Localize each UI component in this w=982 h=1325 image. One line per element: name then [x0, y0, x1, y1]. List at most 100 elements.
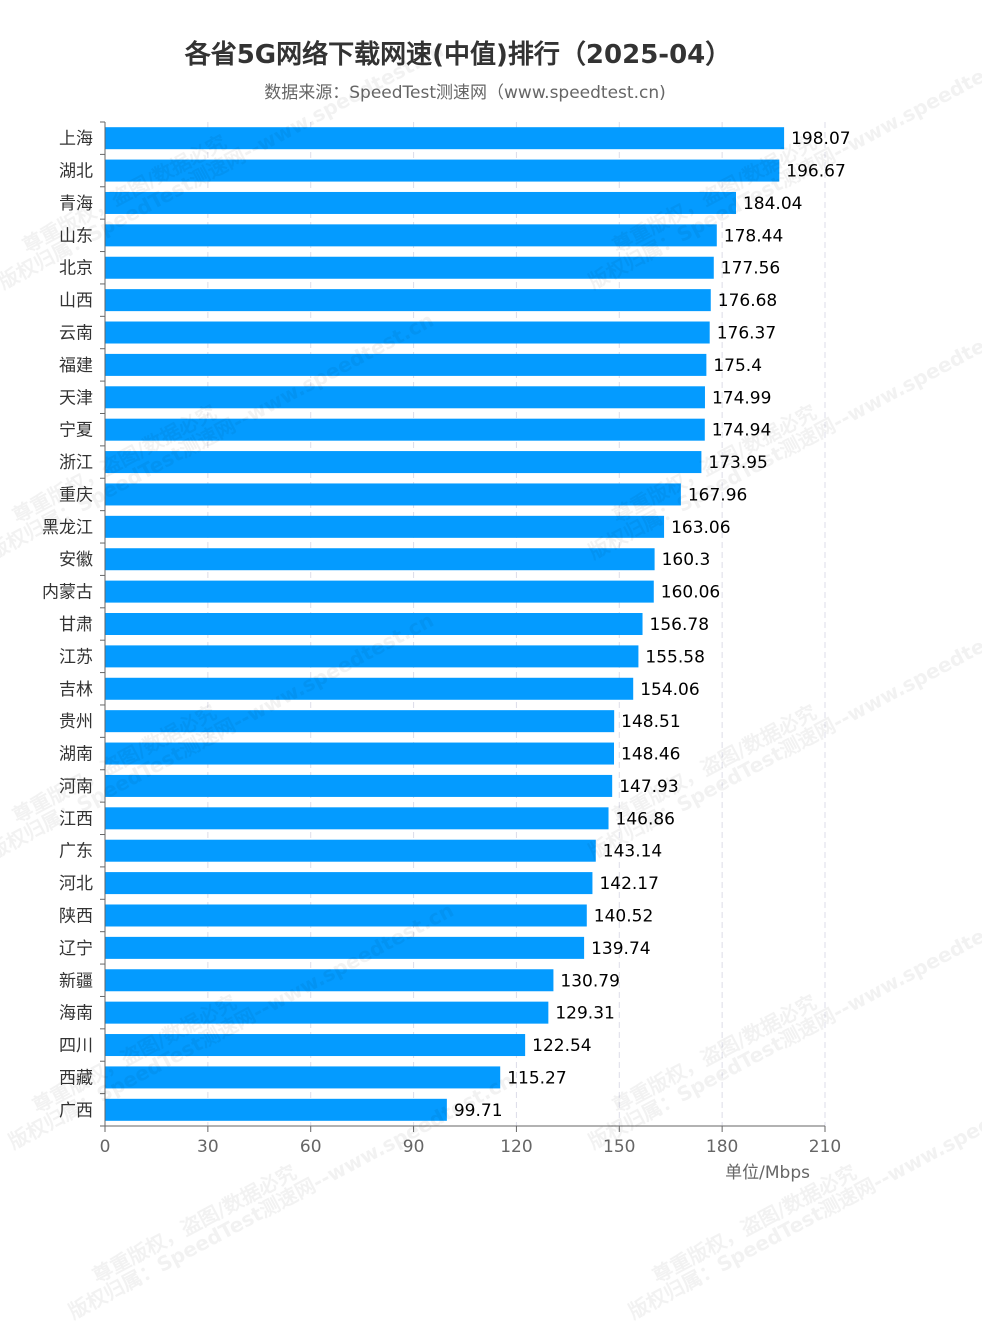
category-label: 浙江 [59, 453, 93, 473]
bar [105, 1001, 549, 1024]
category-label: 海南 [59, 1004, 93, 1024]
x-tick-label: 30 [197, 1137, 219, 1157]
data-label: 174.99 [712, 388, 771, 408]
bar [105, 1066, 501, 1089]
category-label: 广西 [59, 1101, 93, 1121]
bar [105, 418, 705, 441]
data-label: 175.4 [713, 356, 762, 376]
category-label: 内蒙古 [42, 583, 93, 603]
bar [105, 289, 711, 312]
bar [105, 710, 615, 733]
data-label: 184.04 [743, 194, 802, 214]
bar [105, 483, 681, 506]
data-label: 99.71 [454, 1101, 503, 1121]
category-label: 青海 [59, 194, 93, 214]
category-label: 福建 [59, 356, 93, 376]
category-label: 广东 [59, 842, 93, 862]
bar [105, 548, 655, 571]
bar [105, 742, 615, 765]
category-label: 甘肃 [59, 615, 93, 635]
bar [105, 1098, 447, 1121]
bar [105, 224, 717, 247]
bar [105, 321, 710, 344]
bar [105, 515, 665, 538]
bar [105, 613, 643, 635]
bar [105, 872, 593, 895]
bar [105, 386, 705, 409]
data-label: 143.14 [603, 842, 662, 862]
bar [105, 969, 554, 992]
category-label: 上海 [59, 129, 93, 149]
category-label: 辽宁 [59, 939, 93, 959]
category-label: 黑龙江 [42, 518, 93, 538]
bar [105, 451, 702, 474]
bar [105, 774, 613, 797]
chart-subtitle: 数据来源：SpeedTest测速网（www.speedtest.cn) [264, 83, 666, 103]
category-label: 云南 [59, 324, 93, 344]
x-tick-label: 0 [100, 1137, 111, 1157]
x-tick-label: 60 [300, 1137, 322, 1157]
category-label: 湖北 [59, 162, 93, 182]
bar [105, 127, 785, 150]
data-label: 160.06 [661, 583, 720, 603]
data-label: 142.17 [599, 874, 658, 894]
data-label: 129.31 [555, 1004, 614, 1024]
data-label: 173.95 [708, 453, 767, 473]
bar [105, 159, 780, 182]
x-axis-label: 单位/Mbps [725, 1163, 810, 1183]
category-label: 贵州 [59, 712, 93, 732]
x-tick-label: 150 [603, 1137, 635, 1157]
data-label: 196.67 [786, 162, 845, 182]
category-label: 江苏 [59, 647, 93, 667]
x-tick-label: 180 [706, 1137, 738, 1157]
category-label: 江西 [59, 809, 93, 829]
bar [105, 936, 585, 959]
category-label: 北京 [59, 259, 93, 279]
data-label: 155.58 [645, 647, 704, 667]
category-label: 湖南 [59, 745, 93, 765]
data-label: 156.78 [650, 615, 709, 635]
category-label: 安徽 [59, 550, 93, 570]
category-label: 天津 [59, 388, 93, 408]
chart-title: 各省5G网络下载网速(中值)排行（2025-04） [184, 40, 732, 70]
data-label: 146.86 [616, 809, 675, 829]
bar [105, 807, 609, 830]
category-label: 陕西 [59, 906, 93, 926]
data-label: 198.07 [791, 129, 850, 149]
bar [105, 353, 707, 376]
category-label: 山西 [59, 291, 93, 311]
category-label: 山东 [59, 226, 93, 246]
data-label: 147.93 [619, 777, 678, 797]
bar [105, 256, 714, 279]
data-label: 140.52 [594, 906, 653, 926]
category-label: 四川 [59, 1036, 93, 1056]
category-label: 新疆 [59, 971, 93, 991]
bar [105, 580, 654, 603]
category-label: 吉林 [59, 680, 93, 700]
data-label: 174.94 [712, 421, 771, 441]
data-label: 148.46 [621, 745, 680, 765]
data-label: 163.06 [671, 518, 730, 538]
category-label: 河南 [59, 777, 93, 797]
x-tick-label: 120 [500, 1137, 532, 1157]
data-label: 178.44 [724, 226, 783, 246]
category-label: 西藏 [59, 1068, 93, 1088]
category-label: 河北 [59, 874, 93, 894]
x-tick-label: 210 [809, 1137, 841, 1157]
data-label: 139.74 [591, 939, 650, 959]
data-label: 177.56 [721, 259, 780, 279]
data-label: 148.51 [621, 712, 680, 732]
x-tick-label: 90 [403, 1137, 425, 1157]
data-label: 154.06 [640, 680, 699, 700]
bar [105, 904, 587, 927]
bar-chart: 198.07 上海 196.67 湖北 184.04 青海 178.44 山东 177.56 北京… [42, 121, 851, 1183]
category-label: 宁夏 [59, 421, 93, 441]
bar [105, 191, 736, 214]
data-label: 176.37 [717, 324, 776, 344]
data-label: 160.3 [662, 550, 711, 570]
data-label: 115.27 [507, 1068, 566, 1088]
data-label: 122.54 [532, 1036, 591, 1056]
data-label: 130.79 [560, 971, 619, 991]
bar [105, 645, 639, 668]
category-label: 重庆 [59, 485, 93, 505]
